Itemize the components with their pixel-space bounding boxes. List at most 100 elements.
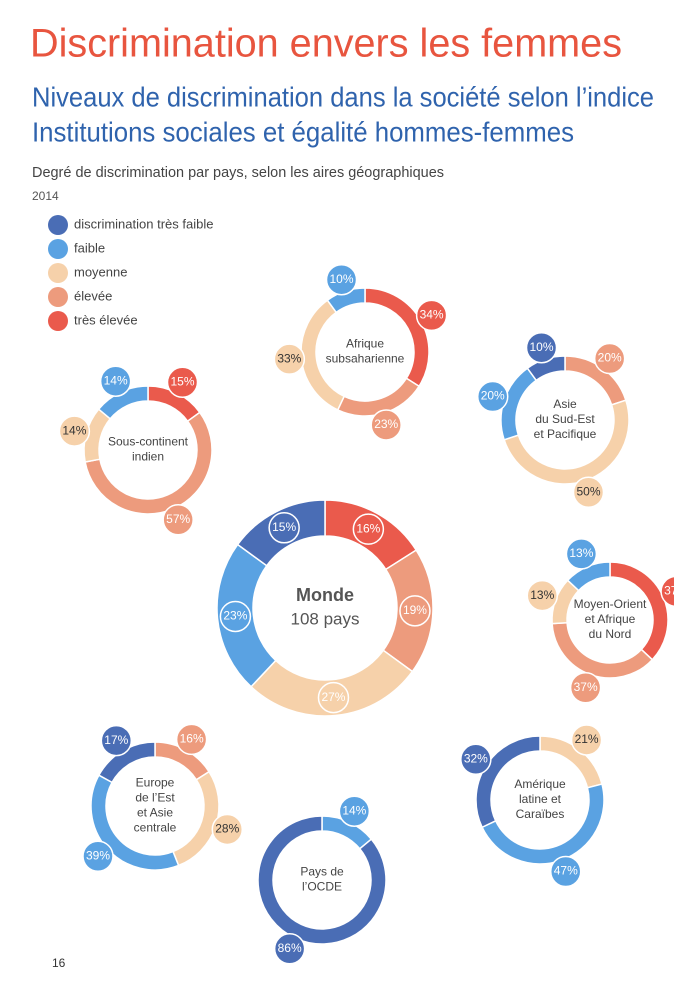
value-label: 23% [223, 609, 247, 623]
legend-label: discrimination très faible [74, 216, 213, 231]
legend-label: très élevée [74, 312, 138, 327]
value-label: 57% [166, 512, 190, 526]
donut-title: de l’Est [135, 791, 175, 805]
value-badge [660, 575, 674, 608]
donut-title: du Sud-Est [535, 412, 595, 426]
donut-title: Pays de [300, 865, 344, 879]
donut-title: Afrique [346, 337, 384, 351]
value-badge [526, 579, 559, 612]
value-label: 10% [329, 272, 353, 286]
value-label: 14% [342, 803, 366, 817]
value-badge [325, 263, 358, 296]
value-label: 16% [180, 732, 204, 746]
donut-title: et Pacifique [534, 427, 597, 441]
legend-swatch [48, 239, 68, 259]
value-label: 50% [576, 484, 600, 498]
value-badge [175, 723, 208, 756]
value-badge [593, 342, 626, 375]
legend-swatch [48, 311, 68, 331]
legend-swatch [48, 287, 68, 307]
donut-title: indien [132, 450, 164, 464]
value-label: 16% [356, 521, 380, 535]
value-label: 33% [277, 351, 301, 365]
donut-title: Asie [553, 397, 577, 411]
value-badge [399, 595, 431, 627]
value-label: 39% [86, 848, 110, 862]
page-number: 16 [52, 956, 66, 970]
value-label: 20% [598, 351, 622, 365]
value-badge [569, 671, 602, 704]
value-label: 21% [575, 732, 599, 746]
value-label: 14% [62, 423, 86, 437]
value-label: 15% [170, 374, 194, 388]
donut-segment [97, 385, 149, 420]
legend-label: moyenne [74, 264, 127, 279]
donut-segment [257, 815, 387, 945]
value-badge [268, 512, 300, 544]
value-badge [549, 855, 582, 888]
legend-swatch [48, 263, 68, 283]
value-badge [82, 840, 114, 873]
legend-label: faible [74, 240, 105, 255]
value-label: 37% [664, 584, 674, 598]
donut-segment [566, 561, 611, 592]
value-label: 17% [104, 733, 128, 747]
donut-segment [475, 735, 541, 829]
value-label: 27% [321, 690, 345, 704]
value-label: 20% [481, 389, 505, 403]
donut-title: Europe [136, 776, 175, 790]
value-badge [211, 813, 244, 846]
donut-subtitle: 108 pays [291, 609, 360, 628]
legend-swatch [48, 215, 68, 235]
donut-title: Sous-continent [108, 435, 189, 449]
value-badge [460, 743, 492, 776]
value-badge [338, 795, 371, 827]
value-badge [476, 380, 509, 413]
value-label: 13% [569, 546, 593, 560]
legend-label: élevée [74, 288, 112, 303]
value-label: 28% [215, 822, 239, 836]
donut-title: du Nord [589, 627, 632, 641]
subtitle-line: Niveaux de discrimination dans la sociét… [32, 81, 654, 112]
value-badge [565, 538, 598, 570]
value-badge [273, 933, 306, 965]
value-label: 15% [272, 520, 296, 534]
value-badge [58, 415, 91, 447]
value-badge [525, 331, 558, 364]
value-badge [162, 503, 194, 536]
value-label: 23% [374, 417, 398, 431]
donut-title: Monde [296, 585, 354, 605]
value-badge [99, 365, 132, 397]
donut-title: latine et [519, 792, 562, 806]
value-label: 32% [464, 751, 488, 765]
donut-title: Caraïbes [516, 807, 565, 821]
description: Degré de discrimination par pays, selon … [32, 164, 444, 181]
donut-title: et Asie [137, 806, 173, 820]
value-badge [572, 476, 605, 509]
value-label: 14% [104, 373, 128, 387]
donut-segment [172, 770, 220, 867]
value-badge [166, 366, 199, 399]
value-badge [273, 343, 306, 375]
subtitle-line: Institutions sociales et égalité hommes-… [32, 116, 574, 147]
value-badge [415, 299, 448, 332]
donut-title: et Afrique [585, 612, 636, 626]
donut-segment [97, 741, 156, 784]
value-badge [352, 513, 385, 545]
donut-title: subsaharienne [326, 352, 405, 366]
year: 2014 [32, 189, 59, 203]
value-badge [317, 681, 350, 714]
donut-segment [236, 499, 326, 567]
value-label: 10% [529, 340, 553, 354]
value-badge [100, 724, 133, 757]
value-label: 13% [530, 588, 554, 602]
value-label: 37% [574, 680, 598, 694]
value-label: 47% [554, 864, 578, 878]
donut-title: l’OCDE [302, 880, 342, 894]
value-label: 34% [420, 308, 444, 322]
value-label: 19% [403, 603, 427, 617]
value-badge [370, 409, 402, 441]
value-label: 86% [278, 941, 302, 955]
donut-title: Amérique [514, 777, 566, 791]
